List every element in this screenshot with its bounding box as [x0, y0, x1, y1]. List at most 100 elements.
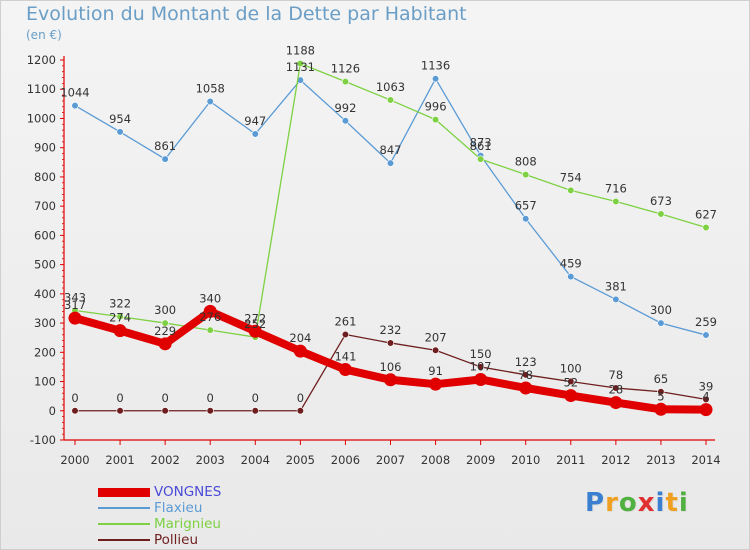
- legend-label: Marignieu: [154, 516, 221, 532]
- data-point: [296, 59, 304, 68]
- data-label: 107: [470, 359, 492, 373]
- data-label: 1188: [286, 44, 315, 58]
- data-point: [657, 210, 665, 218]
- data-point: [702, 223, 710, 232]
- data-label: 272: [244, 311, 266, 325]
- y-tick-label: 1100: [27, 82, 56, 96]
- data-label: 0: [297, 391, 304, 405]
- data-point: [71, 101, 79, 110]
- data-label: 996: [425, 100, 447, 114]
- data-point: [113, 324, 127, 338]
- data-label: 0: [207, 391, 214, 405]
- data-label: 317: [64, 298, 86, 312]
- data-label: 276: [199, 310, 221, 324]
- data-point: [161, 407, 169, 415]
- x-tick-label: 2009: [466, 453, 495, 467]
- legend-label: Pollieu: [154, 532, 199, 548]
- y-tick-label: 1000: [27, 111, 56, 125]
- x-tick-label: 2001: [105, 453, 134, 467]
- data-label: 4: [702, 390, 709, 404]
- legend-label: Flaxieu: [154, 500, 203, 516]
- data-point: [341, 117, 350, 125]
- chart-title: Evolution du Montant de la Dette par Hab…: [26, 3, 467, 25]
- data-label: 91: [428, 364, 443, 378]
- data-label: 861: [154, 139, 176, 153]
- x-tick-label: 2006: [331, 453, 360, 467]
- data-point: [71, 407, 79, 415]
- series-line-marignieu: [74, 62, 707, 338]
- data-point: [386, 339, 395, 347]
- data-point: [702, 331, 710, 339]
- data-label: 300: [154, 303, 176, 317]
- data-label: 229: [154, 324, 176, 338]
- x-tick-label: 2007: [376, 453, 405, 467]
- y-tick-label: -100: [30, 433, 56, 447]
- legend-swatch: [98, 488, 150, 497]
- x-tick-label: 2010: [511, 453, 540, 467]
- data-label: 5: [657, 389, 664, 403]
- data-point: [474, 372, 488, 386]
- series-line-flaxieu: [74, 78, 707, 336]
- y-tick-label: 100: [34, 375, 56, 389]
- data-point: [116, 407, 124, 415]
- y-tick-label: 800: [34, 170, 56, 184]
- legend-swatch: [98, 539, 150, 541]
- data-label: 204: [289, 331, 311, 345]
- data-point: [522, 371, 530, 379]
- x-tick-label: 2014: [691, 453, 720, 467]
- data-label: 954: [109, 112, 131, 126]
- data-point: [251, 130, 259, 138]
- data-point: [522, 170, 530, 179]
- data-point: [429, 377, 443, 391]
- data-point: [431, 75, 440, 83]
- logo-letter: r: [605, 488, 619, 518]
- x-tick-label: 2005: [286, 453, 315, 467]
- logo-letter: t: [665, 488, 679, 518]
- data-label: 1136: [421, 59, 450, 73]
- data-point: [338, 363, 352, 377]
- y-tick-label: 1200: [27, 53, 56, 67]
- data-label: 274: [109, 311, 131, 325]
- logo-letter: i: [655, 488, 666, 518]
- data-point: [567, 273, 575, 281]
- data-label: 992: [334, 101, 356, 115]
- y-tick-label: 400: [34, 287, 56, 301]
- data-label: 78: [518, 368, 533, 382]
- data-label: 150: [470, 347, 492, 361]
- data-label: 340: [199, 291, 221, 305]
- data-label: 252: [244, 317, 266, 331]
- data-point: [293, 344, 307, 358]
- data-point: [564, 389, 578, 403]
- data-label: 261: [334, 314, 356, 328]
- data-label: 673: [650, 194, 672, 208]
- data-label: 78: [609, 368, 624, 382]
- x-tick-label: 2011: [556, 453, 585, 467]
- x-tick-label: 2004: [241, 453, 270, 467]
- y-tick-label: 0: [49, 404, 56, 418]
- chart-subtitle: (en €): [26, 28, 62, 42]
- data-label: 52: [563, 376, 578, 390]
- logo-letter: i: [678, 488, 689, 518]
- data-point: [654, 402, 668, 416]
- data-point: [431, 116, 440, 124]
- data-point: [384, 373, 397, 387]
- proxiti-logo: Proxiti: [585, 488, 689, 518]
- y-tick-label: 200: [34, 345, 56, 359]
- data-point: [657, 319, 665, 327]
- data-point: [567, 377, 575, 386]
- data-label: 861: [470, 139, 492, 153]
- data-label: 343: [64, 291, 86, 305]
- data-point: [251, 407, 259, 415]
- data-point: [161, 155, 169, 163]
- data-label: 39: [699, 379, 714, 393]
- logo-letter: o: [618, 488, 638, 518]
- data-label: 1063: [376, 80, 405, 94]
- data-label: 1126: [331, 62, 360, 76]
- data-label: 232: [380, 323, 402, 337]
- data-label: 459: [560, 257, 582, 271]
- data-label: 259: [695, 315, 717, 329]
- data-point: [699, 403, 713, 417]
- data-point: [612, 197, 620, 206]
